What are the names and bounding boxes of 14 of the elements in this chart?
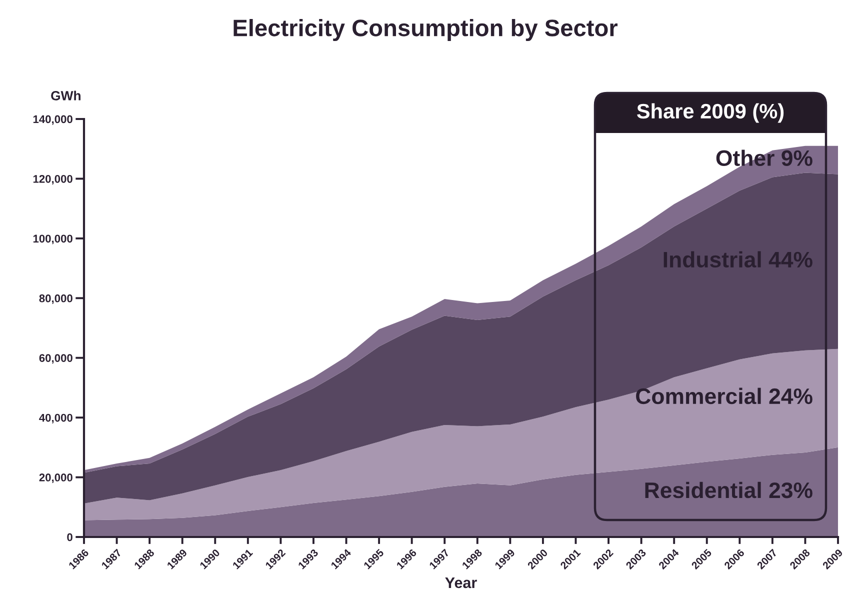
series-label: Commercial 24% (636, 388, 812, 404)
series-label: Residential 23% (645, 482, 812, 498)
y-axis-title: GWh (51, 90, 80, 100)
y-tick-label: 60,000 (39, 354, 72, 364)
y-tick-label: 120,000 (33, 174, 72, 184)
y-tick-label: 80,000 (39, 294, 72, 304)
chart-title: Electricity Consumption by Sector (234, 18, 618, 42)
y-tick-label: 20,000 (39, 474, 72, 484)
annotation: Share 2009 (%) (636, 103, 784, 123)
x-axis-title: Year (445, 577, 477, 588)
y-tick-label: 140,000 (33, 115, 72, 125)
y-tick-label: 0 (67, 533, 72, 542)
y-tick-label: 100,000 (33, 234, 72, 244)
y-tick-label: 40,000 (39, 414, 72, 424)
